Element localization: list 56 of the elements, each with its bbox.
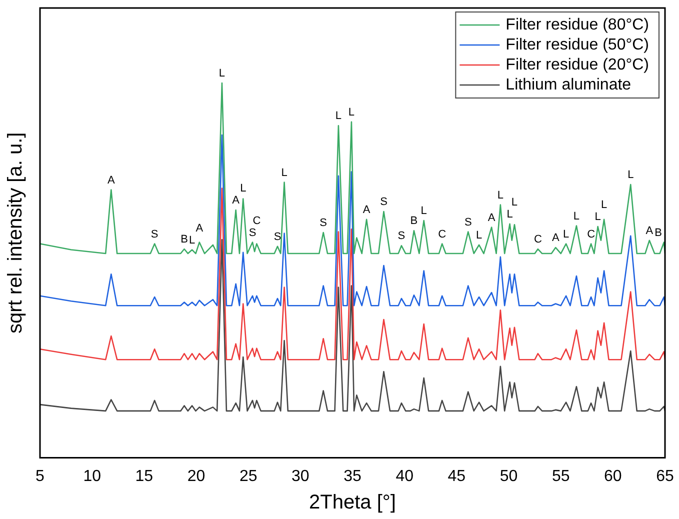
annotation: L <box>476 229 482 242</box>
annotation: C <box>534 234 542 246</box>
legend-label: Filter residue (50°C) <box>506 36 649 54</box>
annotation: S <box>464 216 472 228</box>
annotation: S <box>398 230 406 242</box>
x-axis-title: 2Theta [°] <box>309 492 396 514</box>
x-tick-label: 5 <box>36 468 45 485</box>
annotation: L <box>562 228 570 240</box>
legend-label: Filter residue (80°C) <box>506 16 649 34</box>
x-tick-label: 30 <box>292 468 310 485</box>
annotation: L <box>628 169 634 182</box>
annotation: S <box>380 196 388 208</box>
annotation: S <box>248 226 256 239</box>
x-tick-label: 35 <box>344 468 362 485</box>
annotation: L <box>335 110 342 122</box>
legend-label: Lithium aluminate <box>506 76 632 94</box>
annotation: L <box>506 208 513 220</box>
annotation: A <box>196 222 204 234</box>
x-tick-label: 40 <box>396 468 414 485</box>
annotation: L <box>218 68 226 80</box>
annotation: B <box>180 234 188 246</box>
annotation: S <box>274 230 282 243</box>
annotation: L <box>348 106 355 118</box>
annotation: L <box>281 166 288 179</box>
x-tick-label: 65 <box>656 468 674 485</box>
annotation: A <box>232 194 240 207</box>
annotation: L <box>601 199 608 212</box>
annotation: L <box>573 210 580 222</box>
annotation: A <box>552 232 560 244</box>
annotation: A <box>488 212 496 224</box>
annotation: C <box>438 228 446 240</box>
annotation: A <box>362 204 371 216</box>
annotation: C <box>252 214 261 227</box>
annotation: L <box>240 182 246 195</box>
x-tick-label: 55 <box>552 468 570 485</box>
y-axis-title: sqrt rel. intensity [a. u.] <box>4 132 27 334</box>
x-tick-label: 10 <box>83 468 102 485</box>
x-tick-label: 20 <box>187 468 206 485</box>
x-tick-label: 15 <box>135 468 154 485</box>
annotation: L <box>511 196 518 208</box>
annotation: S <box>320 217 328 230</box>
x-tick-label: 50 <box>500 468 518 485</box>
annotation: A <box>646 224 654 237</box>
annotation: L <box>594 211 601 224</box>
annotation: L <box>420 205 427 218</box>
annotation: B <box>654 226 662 239</box>
annotation: L <box>189 234 196 246</box>
annotation: L <box>497 189 504 202</box>
x-tick-label: 60 <box>604 468 622 485</box>
legend-label: Filter residue (20°C) <box>506 56 649 74</box>
annotation: A <box>107 174 116 186</box>
annotation: B <box>410 215 418 228</box>
x-tick-label: 45 <box>448 468 466 485</box>
x-tick-label: 25 <box>239 468 258 485</box>
annotation: C <box>587 228 596 240</box>
annotation: S <box>150 228 158 240</box>
